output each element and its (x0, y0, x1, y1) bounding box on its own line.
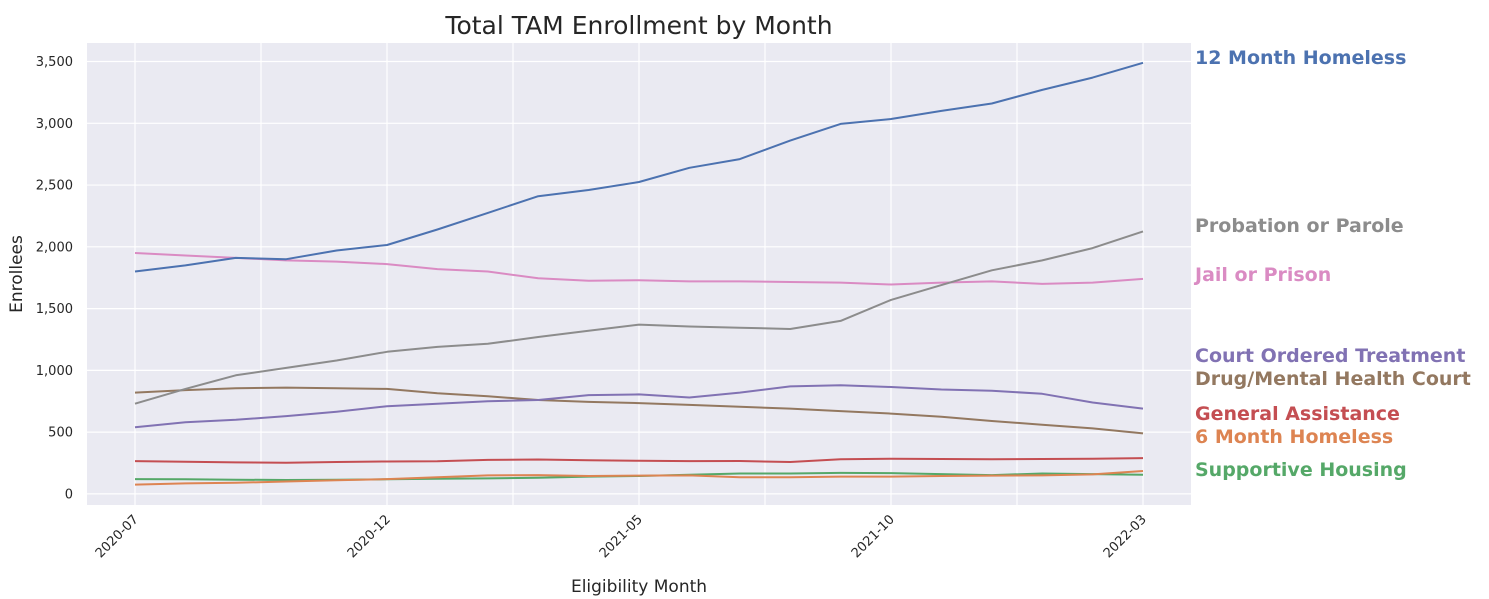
y-tick-label: 3,000 (36, 117, 73, 132)
series-label-probation-or-parole: Probation or Parole (1195, 215, 1404, 237)
series-label-6-month-homeless: 6 Month Homeless (1195, 426, 1393, 448)
series-label-jail-or-prison: Jail or Prison (1193, 264, 1331, 286)
series-line-probation-or-parole (134, 230, 1144, 405)
series-end-labels: 12 Month Homeless Probation or Parole Jail… (1193, 47, 1471, 481)
series-label-drug-mental-health-court: Drug/Mental Health Court (1195, 368, 1471, 390)
y-axis-label: Enrollees (7, 235, 27, 313)
x-tick-label: 2021-10 (849, 512, 898, 561)
y-tick-label: 1,500 (36, 302, 73, 317)
series-label-12-month-homeless: 12 Month Homeless (1195, 47, 1406, 69)
chart-title: Total TAM Enrollment by Month (444, 11, 832, 40)
series-line-12-month-homeless (134, 61, 1144, 273)
x-axis-ticks: 2020-07 2020-12 2021-05 2021-10 2022-03 (93, 512, 1150, 561)
x-tick-label: 2021-05 (597, 512, 646, 561)
series-line-jail-or-prison (134, 252, 1144, 286)
y-tick-label: 500 (48, 426, 73, 441)
series-line-6-month-homeless (134, 470, 1144, 486)
series-lines (134, 61, 1144, 486)
series-label-supportive-housing: Supportive Housing (1195, 459, 1407, 481)
series-line-drug-mental-health-court (134, 386, 1144, 435)
y-axis-ticks: 0 500 1,000 1,500 2,000 2,500 3,000 3,500 (36, 55, 73, 502)
x-tick-label: 2020-12 (345, 512, 394, 561)
x-axis-label: Eligibility Month (571, 577, 707, 597)
y-tick-label: 3,500 (36, 55, 73, 70)
x-tick-label: 2020-07 (93, 512, 142, 561)
y-tick-label: 2,500 (36, 179, 73, 194)
series-line-court-ordered-treatment (134, 384, 1144, 429)
series-label-general-assistance: General Assistance (1195, 403, 1400, 425)
y-tick-label: 0 (65, 487, 73, 502)
x-tick-label: 2022-03 (1101, 512, 1150, 561)
y-tick-label: 2,000 (36, 240, 73, 255)
series-line-general-assistance (134, 457, 1144, 464)
series-label-court-ordered-treatment: Court Ordered Treatment (1195, 345, 1465, 367)
y-tick-label: 1,000 (36, 364, 73, 379)
